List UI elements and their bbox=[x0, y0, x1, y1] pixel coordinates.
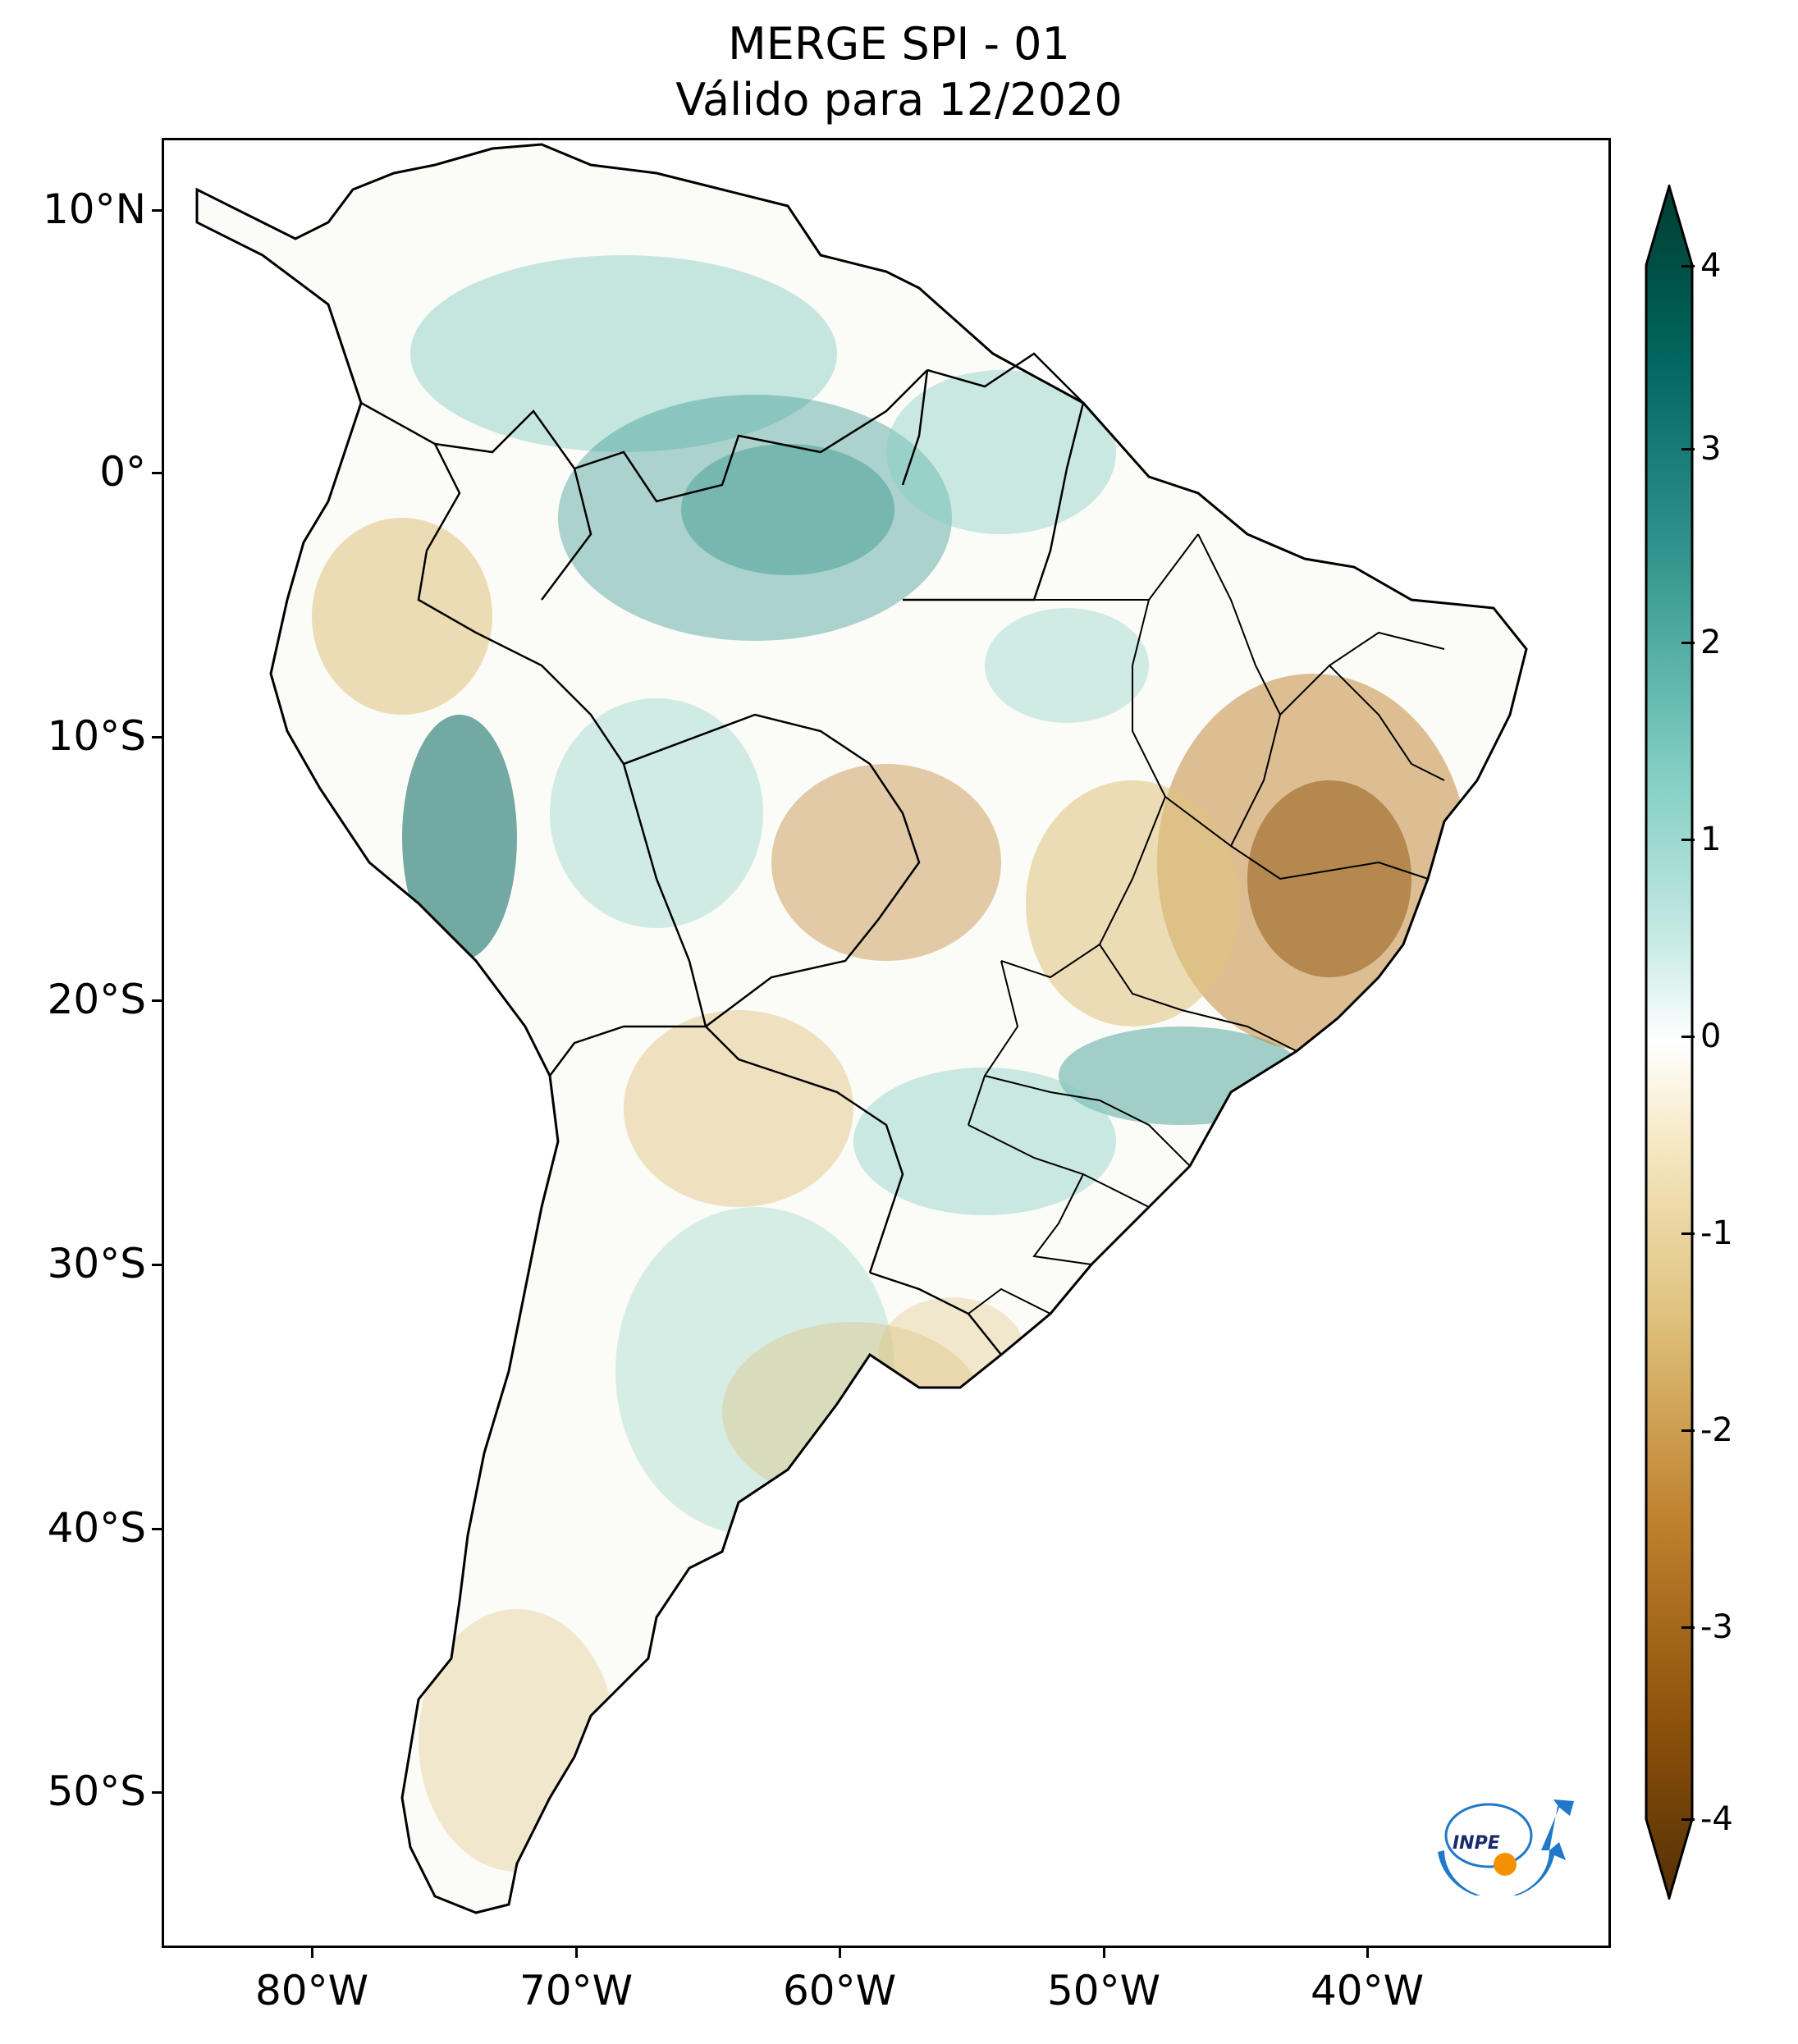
colorbar-label-minus4: -4 bbox=[1700, 1800, 1733, 1838]
wet-anomaly-bolivia bbox=[550, 698, 763, 928]
lat-label-10s: 10°S bbox=[47, 712, 146, 760]
colorbar-tick bbox=[1681, 839, 1695, 841]
logo-text: INPE bbox=[1453, 1833, 1500, 1854]
lon-tick bbox=[839, 1948, 841, 1958]
map-title: MERGE SPI - 01 bbox=[728, 18, 1070, 70]
lat-label-10n: 10°N bbox=[42, 185, 146, 233]
dry-anomaly-chile bbox=[443, 1035, 525, 1297]
dry-anomaly-central-brazil bbox=[771, 764, 1001, 961]
lat-label-0: 0° bbox=[99, 448, 146, 496]
lat-tick bbox=[152, 209, 162, 212]
colorbar-label-minus2: -2 bbox=[1700, 1411, 1733, 1449]
colorbar-label-minus1: -1 bbox=[1700, 1214, 1733, 1252]
logo-arrow bbox=[1541, 1799, 1574, 1850]
state-borders bbox=[968, 533, 1445, 1315]
colorbar-tick bbox=[1681, 1036, 1695, 1038]
dry-anomaly-northeast-core bbox=[1247, 780, 1411, 977]
country-borders bbox=[360, 352, 1085, 1356]
lat-tick bbox=[152, 1528, 162, 1530]
lon-label-40w: 40°W bbox=[1310, 1967, 1425, 2014]
lon-label-70w: 70°W bbox=[519, 1967, 634, 2014]
wet-anomaly-ne-coast bbox=[985, 608, 1149, 723]
colorbar-tick bbox=[1681, 1626, 1695, 1629]
lon-label-80w: 80°W bbox=[254, 1967, 369, 2014]
logo-ring bbox=[1444, 1803, 1533, 1868]
lon-label-50w: 50°W bbox=[1046, 1967, 1161, 2014]
colorbar-tick bbox=[1681, 642, 1695, 644]
wet-anomaly-guianas bbox=[886, 370, 1116, 534]
lat-label-40s: 40°S bbox=[47, 1504, 146, 1552]
colorbar-tick bbox=[1681, 265, 1695, 268]
wet-anomaly-parana bbox=[853, 1068, 1116, 1215]
wet-anomaly-northern bbox=[410, 255, 837, 452]
lat-tick bbox=[152, 736, 162, 738]
inpe-logo: INPE bbox=[1438, 1799, 1574, 1895]
south-america-map bbox=[195, 143, 1528, 1914]
colorbar-label-3: 3 bbox=[1700, 430, 1722, 468]
dry-anomaly-ecuador-peru bbox=[312, 518, 492, 715]
colorbar bbox=[1645, 185, 1694, 1900]
lat-tick bbox=[152, 472, 162, 474]
colorbar-label-2: 2 bbox=[1700, 624, 1722, 661]
lat-tick bbox=[152, 1791, 162, 1794]
lon-tick bbox=[1103, 1948, 1105, 1958]
lon-tick bbox=[311, 1948, 313, 1958]
dry-anomaly-goias bbox=[1026, 780, 1239, 1027]
lat-tick bbox=[152, 999, 162, 1002]
map-panel bbox=[162, 138, 1611, 1948]
colorbar-tick bbox=[1681, 1429, 1695, 1432]
wet-anomaly-amazon-core bbox=[681, 444, 894, 575]
colorbar-tick bbox=[1681, 448, 1695, 450]
colorbar-tick bbox=[1681, 1818, 1695, 1821]
dry-anomaly-patagonia bbox=[419, 1609, 615, 1872]
lat-label-50s: 50°S bbox=[47, 1767, 146, 1815]
wet-anomaly-amazon bbox=[558, 395, 952, 641]
land-mask bbox=[197, 144, 1526, 1913]
dry-anomaly-chaco bbox=[624, 1010, 853, 1207]
colorbar-label-4: 4 bbox=[1700, 247, 1722, 285]
dry-anomaly-uruguay bbox=[878, 1297, 1026, 1412]
map-subtitle: Válido para 12/2020 bbox=[675, 74, 1123, 126]
logo-sun bbox=[1494, 1853, 1517, 1876]
wet-anomaly-peru-coast bbox=[402, 715, 517, 961]
colorbar-label-0: 0 bbox=[1700, 1017, 1722, 1055]
colorbar-tick bbox=[1681, 1232, 1695, 1235]
lon-tick bbox=[575, 1948, 578, 1958]
logo-arc bbox=[1438, 1842, 1566, 1895]
lon-tick bbox=[1366, 1948, 1369, 1958]
lon-label-60w: 60°W bbox=[782, 1967, 897, 2014]
lat-tick bbox=[152, 1264, 162, 1266]
lat-label-20s: 20°S bbox=[47, 976, 146, 1023]
colorbar-body bbox=[1645, 185, 1694, 1900]
colorbar-label-1: 1 bbox=[1700, 821, 1722, 858]
lat-label-30s: 30°S bbox=[47, 1240, 146, 1287]
colorbar-label-minus3: -3 bbox=[1700, 1608, 1733, 1646]
